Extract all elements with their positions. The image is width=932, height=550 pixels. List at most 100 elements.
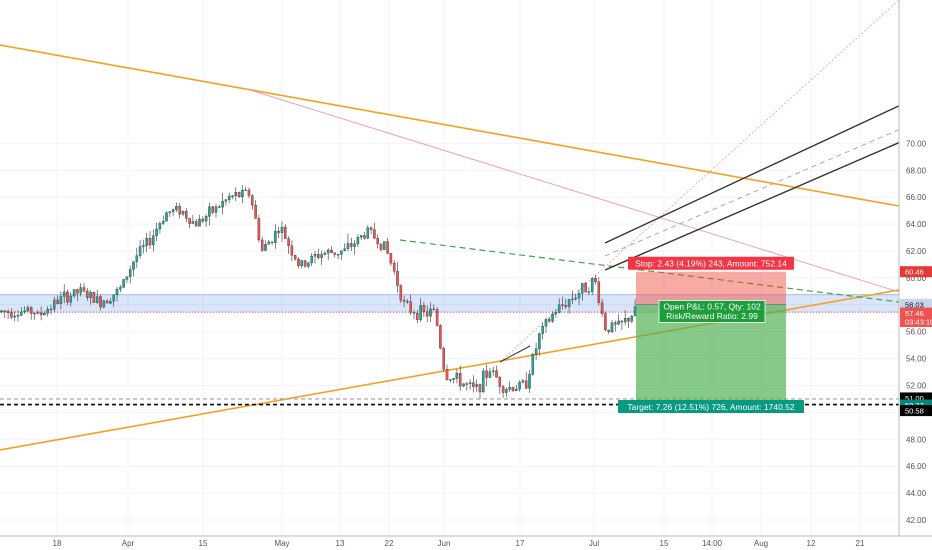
price-tag-label: 60.46	[905, 268, 924, 277]
candle-body	[584, 283, 587, 293]
x-tick-label: Jun	[438, 539, 451, 548]
candle-body	[270, 241, 274, 243]
ascending-fan-line[interactable]	[499, 0, 900, 363]
candle-body	[10, 312, 13, 318]
price-tag[interactable]: 60.46	[900, 266, 932, 278]
pnl-box-bg	[658, 299, 766, 323]
price-tag[interactable]: 51.00	[900, 392, 932, 404]
candle-body	[623, 318, 627, 323]
candle-body	[597, 281, 601, 303]
candle-body	[165, 212, 168, 222]
candle-body	[43, 313, 46, 316]
y-tick-label: 42.00	[906, 516, 927, 525]
candle-body	[577, 293, 581, 299]
candle-body	[508, 387, 511, 390]
candle-body	[531, 354, 535, 375]
candle-body	[178, 206, 181, 215]
dashed-support-line[interactable]	[399, 239, 900, 303]
channel-median-line[interactable]	[604, 126, 906, 257]
candle-body	[465, 383, 469, 385]
candle-body	[191, 221, 195, 224]
candle-body	[267, 241, 271, 245]
target-label[interactable]: Target: 7.26 (12.51%) 726, Amount: 1740.…	[618, 400, 804, 414]
stop-label[interactable]: Stop: 2.43 (4.19%) 243, Amount: 752.14	[628, 256, 794, 270]
candle-body	[290, 245, 294, 256]
channel-lower-line[interactable]	[604, 139, 906, 271]
candle-body	[551, 313, 554, 322]
price-tag[interactable]: 57.46	[900, 307, 932, 319]
x-tick-label: May	[274, 539, 289, 548]
candle-body	[336, 254, 340, 256]
price-tag-bg	[900, 316, 932, 328]
candle-body	[59, 296, 63, 304]
y-tick-label: 68.00	[906, 166, 927, 175]
candle-body	[620, 320, 624, 323]
candle-body	[419, 305, 422, 320]
candle-body	[534, 348, 538, 355]
candle-body	[422, 305, 426, 312]
candle-body	[614, 322, 617, 325]
price-tag[interactable]: 03:43:10	[900, 316, 932, 328]
stop-zone[interactable]	[636, 271, 786, 305]
candle-body	[515, 388, 518, 391]
candle-body	[161, 221, 165, 224]
candle-body	[554, 312, 558, 315]
candle-body	[425, 311, 429, 317]
time-axis[interactable]: 18 Apr 15 May 13 22 Jun 17 Jul 15 14:00 Aug 12 21	[53, 539, 865, 548]
small-segment-line[interactable]	[499, 345, 531, 363]
candle-body	[449, 379, 452, 381]
candle-body	[409, 301, 412, 313]
descending-trendline[interactable]	[0, 44, 900, 207]
candle-body	[181, 211, 185, 215]
candle-body	[214, 206, 218, 213]
candle-body	[297, 259, 300, 267]
candle-body	[340, 250, 343, 255]
price-tag[interactable]: 58.03	[900, 298, 932, 310]
x-tick-label: 17	[516, 539, 525, 548]
candle-body	[89, 291, 92, 298]
candle-body	[6, 311, 10, 313]
price-tag-label: 51.00	[905, 394, 924, 403]
x-tick-label: 21	[856, 539, 865, 548]
candle-body	[185, 211, 188, 219]
short-position-tool[interactable]: Stop: 2.43 (4.19%) 243, Amount: 752.14 Ta…	[618, 256, 804, 414]
candle-body	[284, 226, 287, 239]
candle-body	[376, 238, 379, 245]
candle-body	[112, 294, 115, 302]
candle-body	[109, 301, 112, 304]
y-tick-label: 52.00	[906, 382, 927, 391]
candle-body	[475, 384, 478, 387]
candle-body	[128, 269, 132, 277]
candle-body	[277, 230, 280, 233]
candle-body	[610, 322, 614, 333]
candle-body	[630, 315, 634, 322]
candle-body	[350, 243, 353, 247]
candle-body	[468, 382, 472, 384]
candle-body	[353, 243, 356, 247]
price-tag[interactable]: 50.58	[900, 405, 932, 417]
candle-body	[257, 218, 261, 241]
candle-body	[359, 235, 363, 238]
candle-body	[548, 319, 551, 322]
candle-body	[158, 223, 162, 230]
candle-body	[148, 237, 152, 246]
candle-body	[501, 386, 505, 393]
x-tick-label: 18	[53, 539, 62, 548]
candle-body	[0, 310, 3, 312]
time-axis-background	[0, 536, 932, 550]
channel-upper-line[interactable]	[604, 102, 906, 244]
open-pnl-text: Open P&L: 0.57, Qty: 102	[663, 301, 761, 311]
candle-body	[488, 371, 492, 378]
candle-body	[323, 253, 327, 255]
y-tick-label: 48.00	[906, 435, 927, 444]
candle-body	[92, 291, 96, 303]
candles	[0, 185, 637, 399]
candle-body	[221, 201, 224, 208]
candle-body	[188, 218, 191, 224]
price-axis[interactable]: 42.0044.0046.0048.0050.0052.0054.0056.00…	[906, 139, 927, 525]
price-tag-bg	[900, 307, 932, 319]
candle-body	[251, 195, 254, 206]
